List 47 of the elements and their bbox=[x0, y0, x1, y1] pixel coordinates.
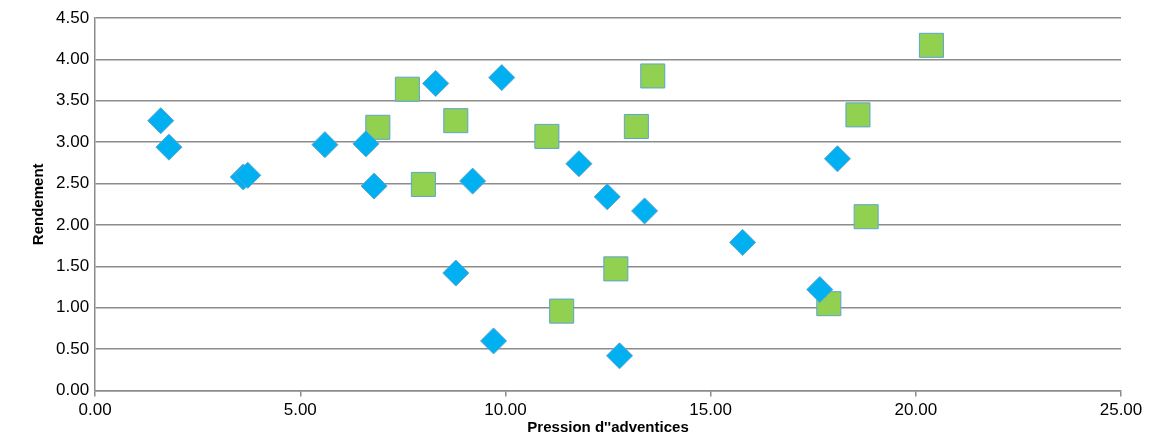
point bbox=[640, 63, 666, 89]
y-tick-label: 1.00 bbox=[55, 297, 90, 317]
point bbox=[549, 298, 575, 324]
point bbox=[311, 131, 339, 159]
point bbox=[443, 108, 469, 134]
x-tick-label: 15.00 bbox=[689, 400, 732, 420]
point bbox=[234, 161, 262, 189]
point bbox=[480, 327, 508, 355]
point bbox=[147, 107, 175, 135]
y-tick-label: 0.00 bbox=[55, 380, 90, 400]
point bbox=[565, 150, 593, 178]
x-axis-title: Pression d''adventices bbox=[527, 418, 689, 436]
y-tick-label: 1.50 bbox=[55, 256, 90, 276]
point bbox=[534, 123, 560, 149]
point bbox=[623, 113, 649, 139]
y-tick-label: 4.00 bbox=[55, 49, 90, 69]
point bbox=[631, 197, 659, 225]
point bbox=[603, 256, 629, 282]
y-tick-label: 2.00 bbox=[55, 214, 90, 234]
point bbox=[488, 64, 516, 92]
point bbox=[394, 76, 420, 102]
x-tick-label: 0.00 bbox=[78, 400, 112, 420]
point bbox=[845, 102, 871, 128]
point bbox=[442, 259, 470, 287]
x-tick-label: 5.00 bbox=[283, 400, 317, 420]
point bbox=[422, 69, 450, 97]
point bbox=[918, 32, 944, 58]
point bbox=[729, 228, 757, 256]
y-tick-label: 3.00 bbox=[55, 131, 90, 151]
y-tick-label: 2.50 bbox=[55, 173, 90, 193]
point bbox=[806, 276, 834, 304]
y-tick-label: 3.50 bbox=[55, 90, 90, 110]
point bbox=[410, 171, 436, 197]
y-axis-title: Rendement bbox=[29, 163, 47, 246]
point bbox=[352, 130, 380, 158]
point bbox=[360, 172, 388, 200]
point bbox=[459, 167, 487, 195]
point bbox=[593, 183, 621, 211]
point bbox=[853, 204, 879, 230]
y-tick-label: 0.50 bbox=[55, 338, 90, 358]
x-tick-label: 10.00 bbox=[484, 400, 527, 420]
point bbox=[823, 145, 851, 173]
x-tick-label: 25.00 bbox=[1099, 400, 1143, 420]
point bbox=[155, 133, 183, 161]
x-tick-label: 20.00 bbox=[894, 400, 938, 420]
point bbox=[606, 342, 634, 370]
y-tick-label: 4.50 bbox=[55, 7, 90, 27]
